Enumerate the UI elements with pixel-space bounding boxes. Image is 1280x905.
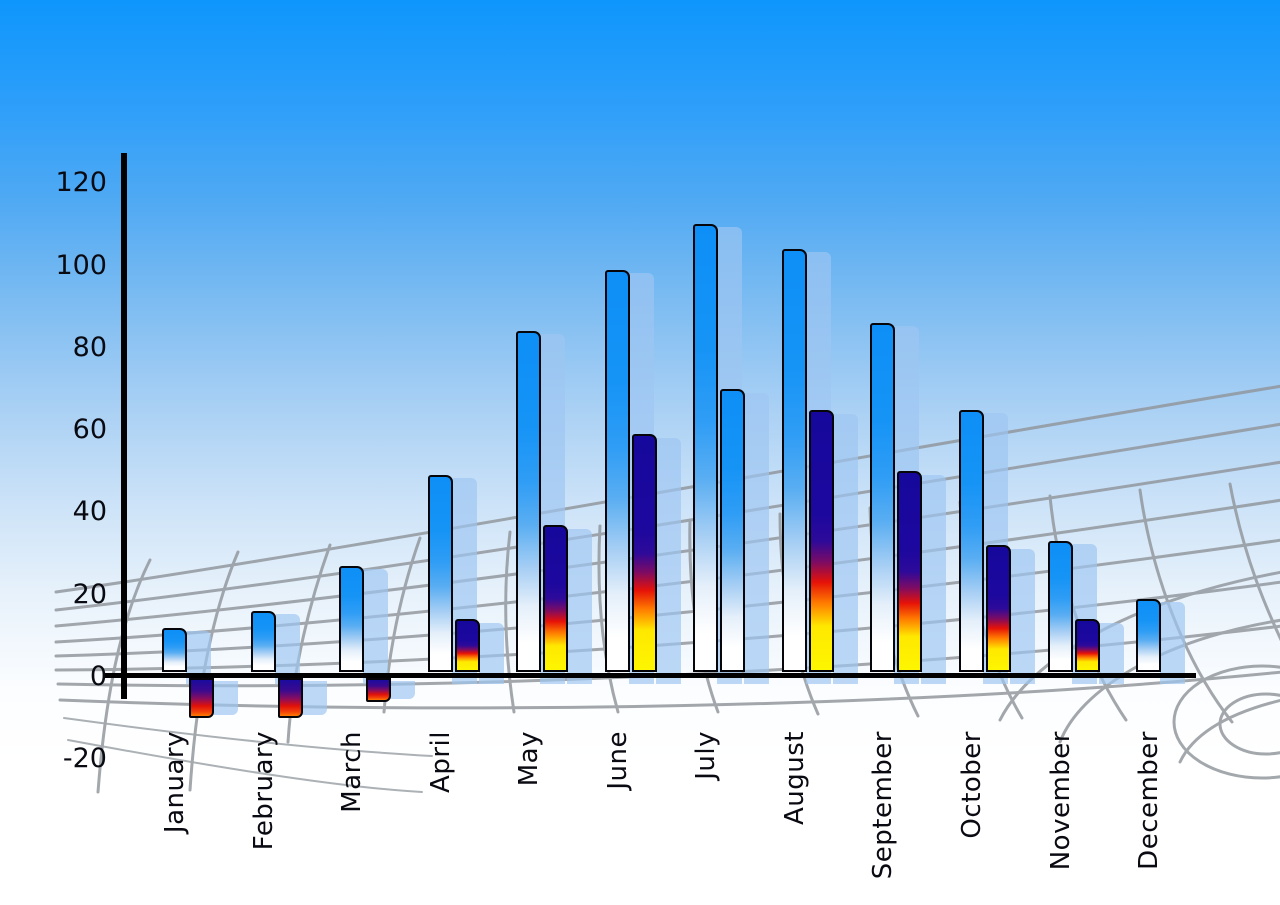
y-axis-tick-100: 100 — [55, 249, 107, 281]
bar-may-series2 — [543, 524, 568, 672]
bar-echo-march-series2 — [390, 681, 415, 699]
bar-echo-june-series2 — [656, 438, 681, 684]
x-axis-label-april: April — [426, 731, 456, 793]
bar-october-series1 — [959, 409, 984, 672]
y-axis-tick-0: 0 — [89, 661, 107, 692]
y-axis-tick-120: 120 — [55, 167, 107, 199]
y-axis-tick-40: 40 — [72, 496, 107, 528]
bar-march-series1 — [339, 565, 364, 672]
bar-echo-february-series1 — [275, 614, 300, 684]
bar-may-series1 — [516, 331, 541, 672]
x-axis-label-june: June — [603, 731, 633, 790]
x-axis-label-december: December — [1134, 731, 1164, 870]
bar-october-series2 — [986, 545, 1011, 672]
x-axis-label-august: August — [780, 731, 810, 825]
bar-march-series2 — [366, 678, 391, 702]
x-axis-label-july: July — [691, 731, 721, 780]
bar-november-series1 — [1048, 541, 1073, 672]
bar-july-series2 — [720, 388, 745, 672]
bar-january-series2 — [189, 678, 214, 719]
bar-july-series1 — [693, 224, 718, 672]
bar-december-series1 — [1136, 598, 1161, 672]
x-axis-label-november: November — [1046, 731, 1076, 871]
bar-september-series1 — [870, 323, 895, 672]
bar-august-series2 — [809, 409, 834, 672]
bar-november-series2 — [1075, 619, 1100, 672]
bar-echo-february-series2 — [302, 681, 327, 716]
y-axis-tick--20: -20 — [62, 743, 107, 775]
bar-september-series2 — [897, 471, 922, 672]
bar-august-series1 — [782, 249, 807, 672]
x-axis-label-october: October — [957, 731, 987, 839]
y-axis-line — [121, 153, 127, 699]
bar-february-series1 — [251, 611, 276, 672]
bar-echo-september-series2 — [921, 475, 946, 684]
x-axis-label-march: March — [337, 731, 367, 813]
y-axis-tick-60: 60 — [72, 414, 107, 446]
bar-echo-december-series1 — [1160, 601, 1185, 684]
bar-echo-may-series2 — [567, 528, 592, 684]
bar-echo-january-series2 — [213, 681, 238, 716]
y-axis-tick-80: 80 — [72, 331, 107, 363]
y-axis-tick-20: 20 — [72, 578, 107, 610]
x-axis-line — [103, 673, 1196, 678]
bar-february-series2 — [278, 678, 303, 719]
bar-echo-august-series2 — [833, 413, 858, 684]
bar-echo-october-series2 — [1010, 549, 1035, 684]
bar-january-series1 — [162, 627, 187, 672]
x-axis-label-february: February — [249, 731, 279, 851]
x-axis-label-september: September — [868, 731, 898, 880]
bar-echo-july-series2 — [744, 392, 769, 684]
bar-june-series1 — [605, 269, 630, 672]
bar-echo-march-series1 — [363, 568, 388, 684]
bar-april-series1 — [428, 475, 453, 672]
bar-april-series2 — [455, 619, 480, 672]
x-axis-label-may: May — [514, 731, 544, 787]
x-axis-label-january: January — [160, 731, 190, 834]
bar-june-series2 — [632, 434, 657, 672]
